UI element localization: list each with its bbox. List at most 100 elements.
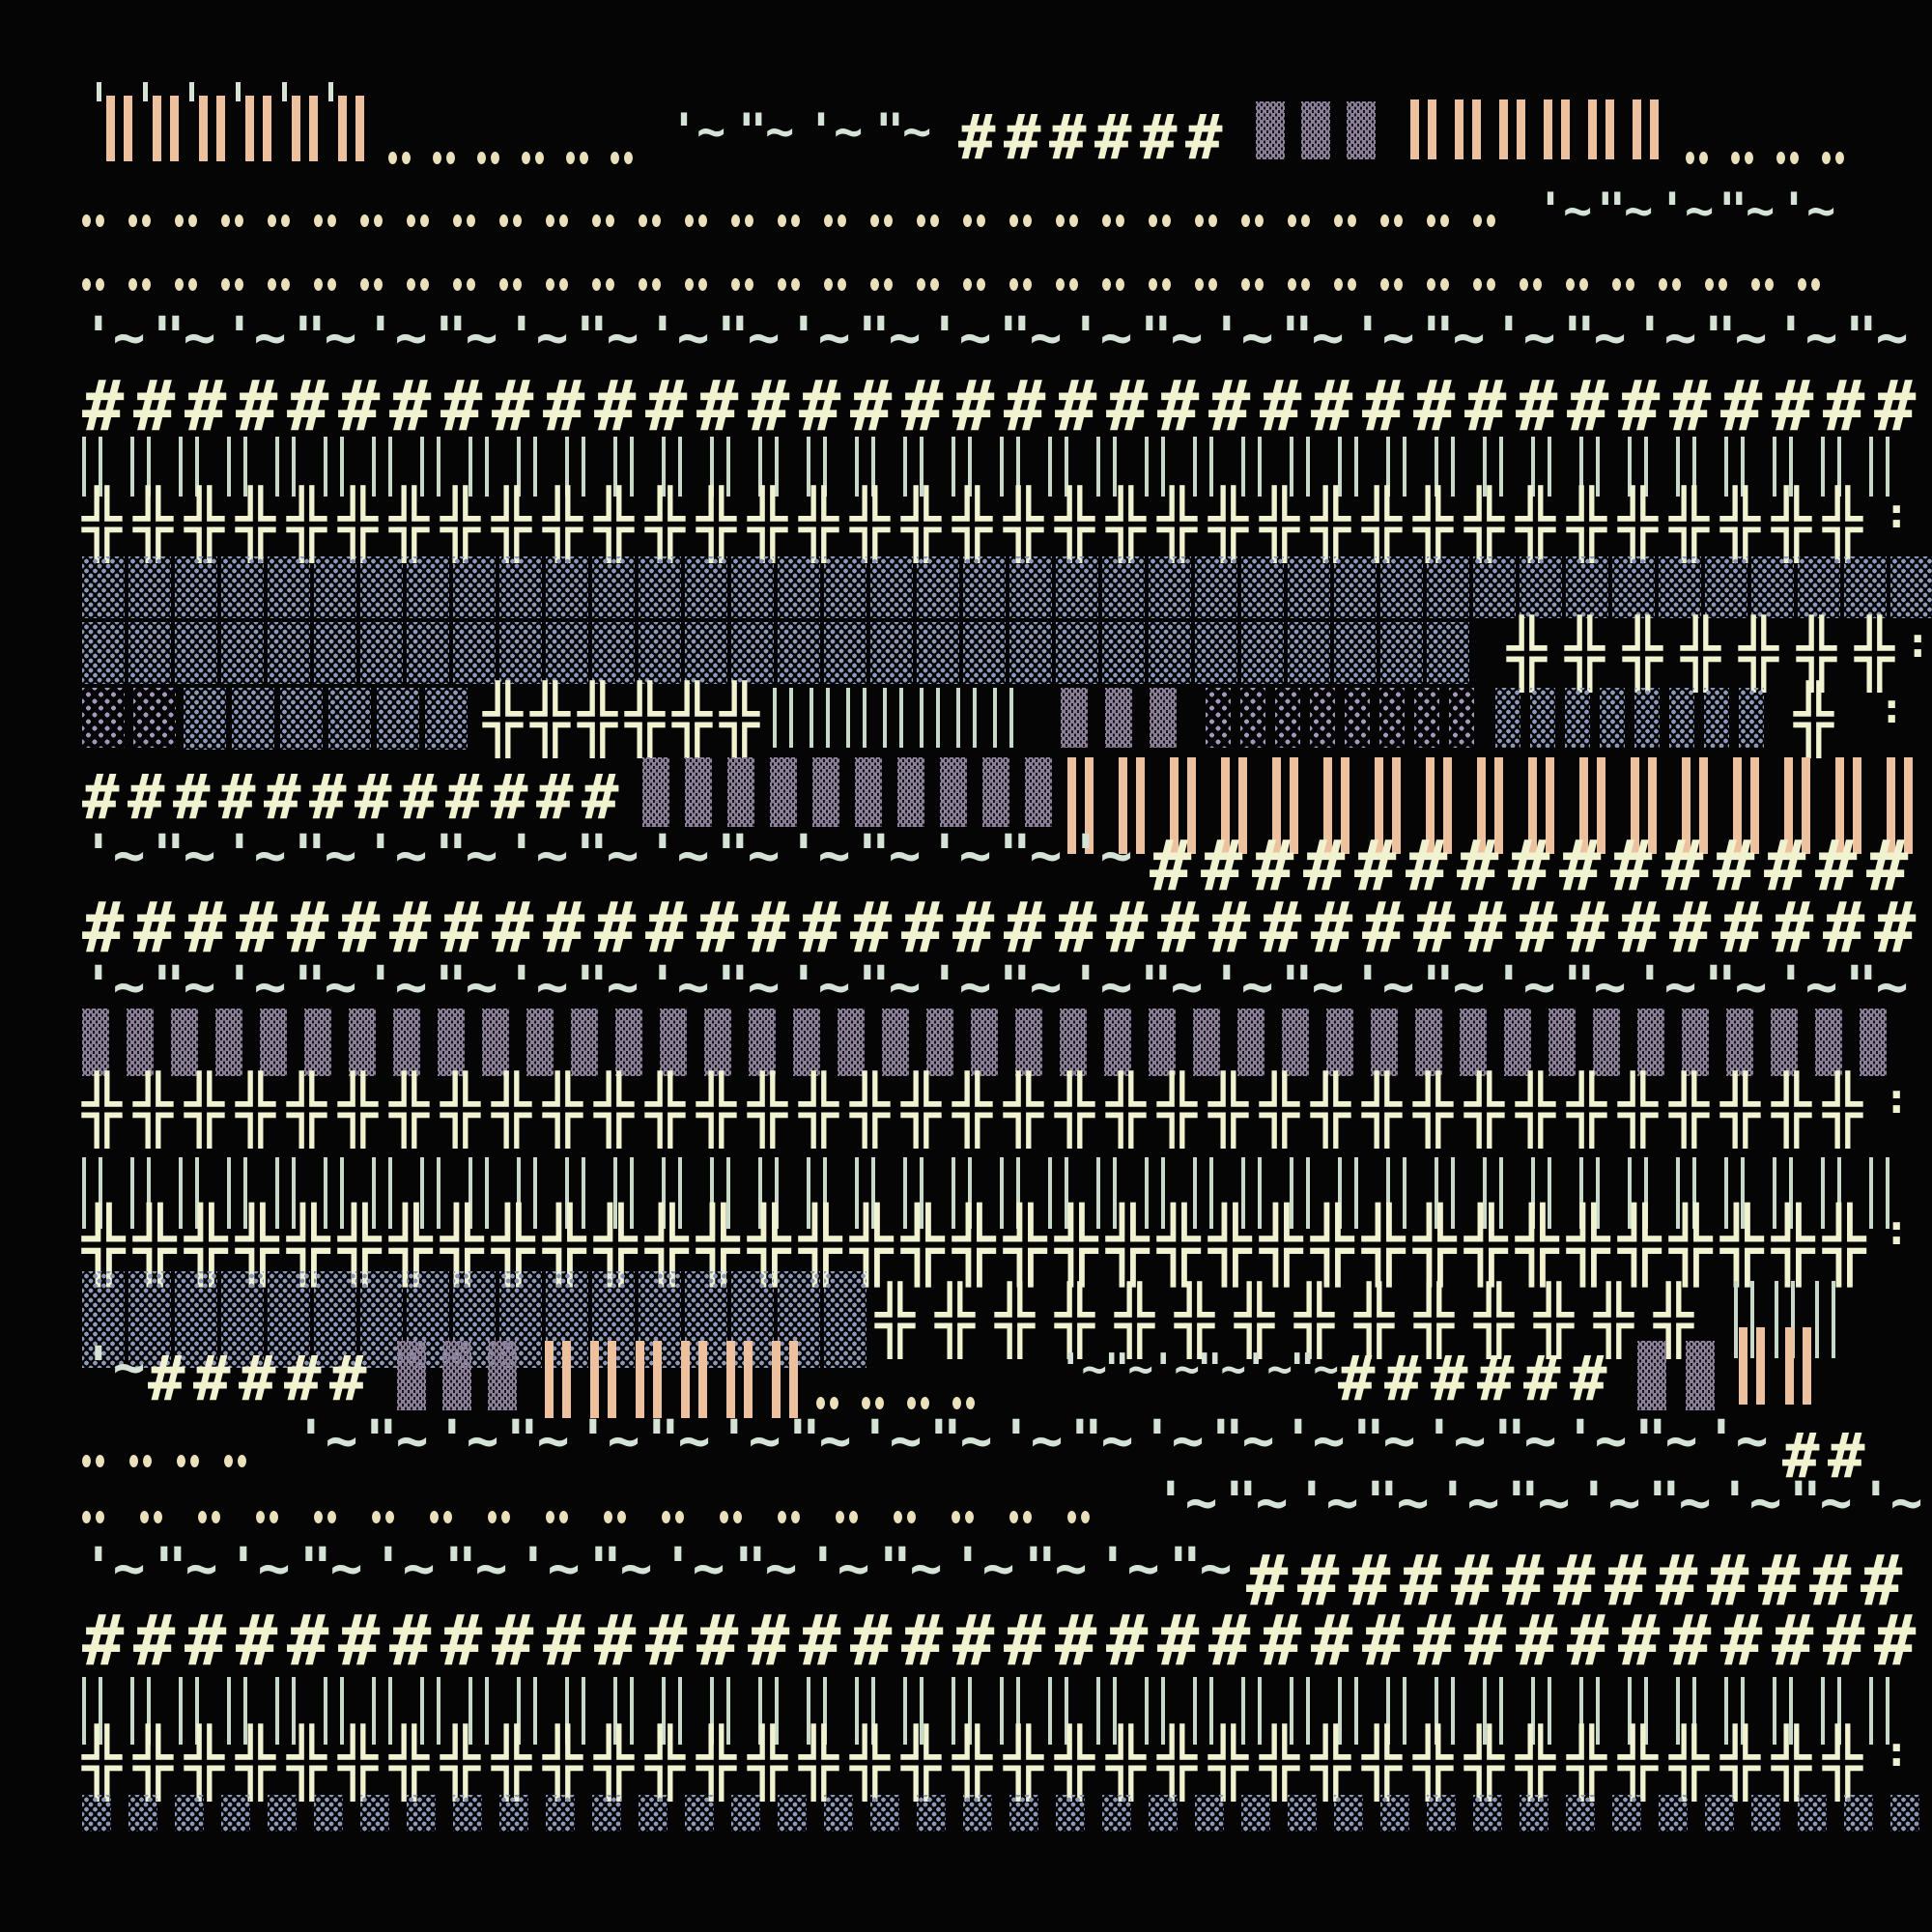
hash-glyph: # (1764, 825, 1806, 906)
double-cross-glyph: ╬ (1175, 1283, 1214, 1359)
shade-block-dark-glyph (1282, 1009, 1309, 1076)
double-cross-glyph: ╬ (1311, 1204, 1354, 1287)
tilde-mark-glyph: '~ (82, 824, 145, 887)
hash-glyph: # (284, 1344, 322, 1415)
shade-block-small-glyph (1890, 1795, 1919, 1832)
tilde-mark-glyph: "~ (858, 824, 921, 887)
double-cross-glyph: ╬ (133, 1204, 177, 1287)
hash-glyph: # (389, 365, 432, 446)
tilde-mark-glyph: "~ (1211, 1409, 1274, 1472)
shade-block-medium-glyph (407, 622, 449, 684)
hash-glyph: # (1823, 365, 1865, 446)
hash-glyph: # (440, 365, 483, 446)
shade-block-medium-glyph (280, 688, 323, 750)
tilde-mark-glyph: '~ (1658, 183, 1714, 239)
tilde-mark-glyph: '~ (1351, 306, 1414, 369)
hash-glyph: # (1516, 1600, 1558, 1681)
tilde-mark-glyph: "~ (738, 103, 794, 159)
tilde-mark-glyph: '~ (82, 1537, 145, 1600)
tilde-mark-glyph: '~ (787, 955, 850, 1018)
shade-block-small-glyph (453, 1795, 482, 1832)
hash-glyph: # (1758, 1540, 1801, 1621)
hash-glyph: # (1874, 365, 1917, 446)
hash-glyph: # (236, 1600, 278, 1681)
double-cross-glyph: ╬ (1157, 1204, 1201, 1287)
double-cross-glyph: ╬ (1004, 1204, 1047, 1287)
double-cross-glyph: ╬ (338, 1725, 378, 1802)
tilde-mark-glyph: "~ (299, 1537, 362, 1600)
shade-block-medium-glyph (1739, 688, 1764, 748)
shade-block-medium-glyph (314, 622, 356, 684)
double-cross-glyph: ╬ (1567, 1072, 1606, 1149)
tilde-mark-glyph: "~ (647, 1409, 710, 1472)
double-cross-glyph: ╬ (338, 1204, 382, 1287)
double-cross-glyph: ╬ (543, 1204, 586, 1287)
tilde-mark-glyph: "~ (155, 1537, 217, 1600)
shade-block-medium-glyph (1520, 556, 1562, 618)
tilde-mark-glyph: "~ (717, 955, 780, 1018)
tilde-mark-glyph: "~ (1422, 306, 1485, 369)
tilde-mark-glyph: '~ (662, 1537, 724, 1600)
shade-block-dark-glyph (982, 757, 1009, 827)
hash-glyph: # (1605, 1540, 1647, 1621)
double-cross-glyph: ╬ (1260, 1725, 1299, 1802)
hash-glyph: # (799, 1600, 841, 1681)
double-cross-glyph: ╬ (492, 487, 531, 563)
hash-glyph: # (901, 887, 944, 968)
double-cross-glyph: ╬ (1208, 487, 1248, 563)
tilde-mark-glyph: "~ (1648, 1471, 1711, 1534)
hash-glyph: # (445, 762, 483, 834)
hash-glyph: # (543, 887, 585, 968)
double-cross-glyph: ╬ (1055, 1072, 1094, 1149)
double-cross-glyph: ╬ (1567, 1725, 1606, 1802)
shade-block-small-glyph (360, 1795, 389, 1832)
double-cross-glyph: ╬ (440, 1204, 484, 1287)
tilde-mark-glyph: '~ (505, 955, 568, 1018)
double-cross-glyph: ╬ (1669, 487, 1709, 563)
double-cross-glyph: ╬ (645, 1072, 685, 1149)
double-cross-glyph: ╬ (799, 1204, 842, 1287)
double-cross-glyph: ╬ (1311, 1072, 1350, 1149)
double-cross-glyph: ╬ (389, 1204, 433, 1287)
hash-glyph: # (1201, 825, 1243, 906)
double-cross-glyph: ╬ (82, 1204, 126, 1287)
shade-block-dark-glyph (1726, 1009, 1753, 1076)
tilde-mark-glyph: '~ (1705, 1409, 1768, 1472)
shade-block-dark-glyph (1256, 101, 1285, 159)
shade-block-dark-glyph (397, 1341, 426, 1410)
double-cross-glyph: ╬ (1594, 1283, 1634, 1359)
double-cross-glyph: ╬ (1794, 682, 1833, 758)
hash-glyph: # (1669, 365, 1712, 446)
double-cross-glyph: ╬ (236, 1725, 275, 1802)
shade-block-medium-glyph (1612, 556, 1655, 618)
shade-block-dark-glyph (1326, 1009, 1353, 1076)
double-cross-glyph: ╬ (1362, 1725, 1402, 1802)
shade-block-dark-glyph (215, 1009, 242, 1076)
shade-block-medium-glyph (1149, 556, 1191, 618)
double-cross-glyph: ╬ (1260, 487, 1299, 563)
shade-block-medium-glyph (1102, 556, 1145, 618)
hash-glyph: # (1140, 102, 1178, 174)
shade-block-medium-glyph (268, 1271, 310, 1368)
shade-block-medium-glyph (824, 1271, 867, 1368)
hash-glyph: # (536, 762, 574, 834)
tilde-mark-glyph: "~ (1352, 1409, 1415, 1472)
shade-block-medium-glyph (314, 1271, 356, 1368)
hash-glyph: # (1610, 825, 1653, 906)
tilde-mark-glyph: '~ (807, 1537, 869, 1600)
shade-block-dark-glyph (1637, 1341, 1666, 1410)
double-cross-glyph: ╬ (287, 1072, 327, 1149)
hash-glyph: # (1567, 365, 1609, 446)
double-cross-glyph: ╬ (645, 1204, 689, 1287)
double-cross-glyph: ╬ (850, 1072, 890, 1149)
tilde-mark-glyph: '~ (1210, 955, 1273, 1018)
shade-block-dark-glyph (1371, 1009, 1398, 1076)
tilde-mark-glyph: "~ (1140, 955, 1203, 1018)
tilde-mark-glyph: '~ (505, 824, 568, 887)
shade-block-small-glyph (1659, 1795, 1688, 1832)
shade-block-medium-glyph (963, 622, 1006, 684)
hash-glyph: # (1055, 365, 1097, 446)
shade-block-small-glyph (128, 1795, 157, 1832)
tilde-mark-glyph: "~ (1140, 306, 1203, 369)
double-cross-glyph: ╬ (1464, 487, 1504, 563)
